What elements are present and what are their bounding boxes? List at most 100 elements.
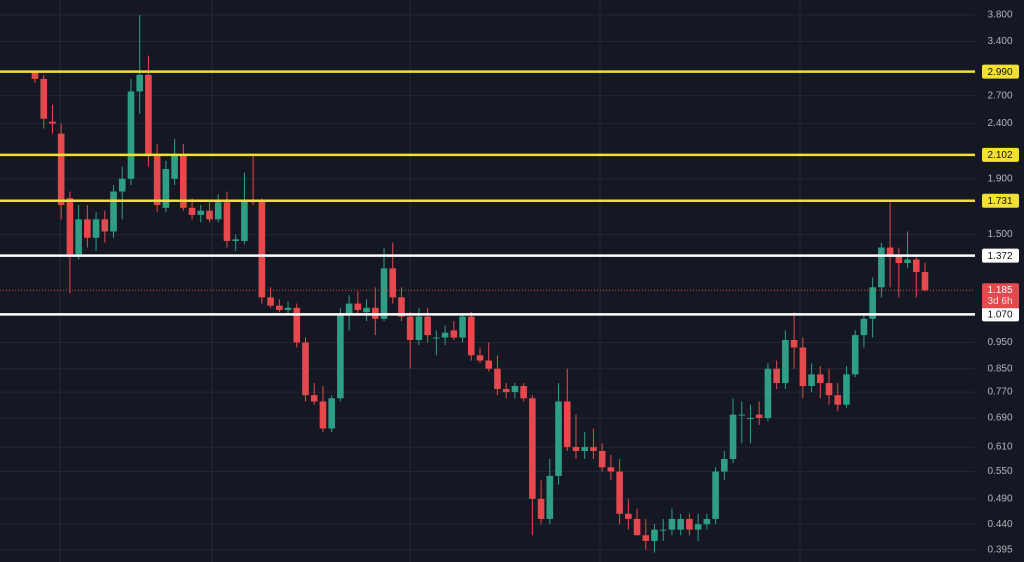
candle-body (694, 524, 702, 530)
candle-body (869, 287, 876, 319)
candle-body (843, 374, 850, 405)
candle-body (345, 303, 353, 315)
candle-body (834, 395, 842, 405)
candle-body (816, 374, 824, 384)
candle-body (406, 316, 414, 340)
candle-body (206, 210, 213, 220)
candle-body (729, 414, 737, 460)
candle-body (180, 155, 187, 208)
candle-body (764, 368, 772, 418)
candle-body (214, 202, 222, 220)
candle-body (555, 401, 562, 476)
candle-body (75, 219, 82, 255)
candle-body (668, 518, 676, 530)
y-tick-label: 0.770 (987, 387, 1012, 398)
y-tick-label: 1.500 (987, 229, 1012, 240)
candle-body (110, 191, 117, 232)
candle-body (773, 368, 780, 384)
candle-body (232, 239, 239, 241)
candle-body (755, 414, 763, 418)
candle-body (284, 307, 292, 310)
y-tick-label: 0.395 (987, 544, 1012, 555)
candle-body (860, 318, 868, 336)
candle-body (686, 518, 693, 530)
candle-body (895, 255, 903, 263)
y-tick-label: 0.850 (987, 363, 1012, 374)
candle-body (494, 368, 501, 390)
y-tick-label: 1.900 (987, 173, 1012, 184)
candle-body (799, 347, 807, 387)
candle-body (127, 91, 135, 179)
candle-body (267, 297, 274, 306)
candle-body (520, 386, 527, 399)
candle-body (511, 386, 519, 393)
candle-body (302, 342, 309, 396)
countdown-label: 3d 6h (987, 296, 1012, 307)
candle-body (162, 169, 170, 208)
candle-body (529, 398, 536, 499)
candle-body (546, 475, 554, 519)
candle-body (808, 374, 815, 387)
candle-body (616, 471, 623, 514)
candle-body (450, 330, 458, 338)
candle-body (572, 447, 580, 451)
candle-body (607, 467, 615, 472)
candle-body (310, 395, 318, 402)
candle-body (223, 202, 231, 241)
candle-body (703, 518, 711, 525)
candle-body (92, 219, 100, 238)
candle-body (363, 307, 370, 313)
y-tick-label: 0.690 (987, 413, 1012, 424)
candle-body (118, 178, 126, 192)
candle-body (502, 389, 510, 393)
candle-body (712, 471, 719, 519)
y-tick-label: 0.490 (987, 493, 1012, 504)
y-tick-label: 3.400 (987, 36, 1012, 47)
candle-body (633, 518, 641, 536)
candle-body (57, 133, 65, 206)
candle-body (790, 339, 798, 348)
price-level-tag (982, 193, 1019, 208)
price-level-label: 2.102 (987, 150, 1012, 161)
candle-body (40, 78, 48, 119)
price-level-tag (982, 147, 1019, 162)
y-tick-label: 2.700 (987, 90, 1012, 101)
candle-body (389, 268, 397, 298)
candle-body (171, 155, 178, 179)
candle-body (433, 337, 440, 339)
candle-body (721, 459, 728, 472)
price-level-label: 1.372 (987, 251, 1012, 262)
candle-body (459, 316, 466, 338)
current-price-tag (982, 283, 1019, 309)
candle-body (878, 247, 885, 288)
candle-body (66, 198, 74, 255)
candle-body (415, 316, 423, 340)
price-level-label: 1.070 (987, 310, 1012, 321)
candle-body (398, 297, 405, 317)
candle-body (581, 447, 589, 451)
candle-body (136, 74, 144, 92)
candle-body (84, 219, 91, 238)
price-level-label: 1.731 (987, 196, 1012, 207)
candle-body (319, 401, 327, 429)
candle-body (293, 307, 301, 343)
candle-body (354, 303, 362, 310)
candle-body (145, 74, 152, 156)
candle-body (782, 339, 789, 384)
candle-body (328, 398, 335, 429)
candle-body (659, 529, 667, 531)
vertical-grid (59, 0, 801, 562)
candle-body (241, 200, 248, 241)
y-tick-label: 0.610 (987, 442, 1012, 453)
candle-body (476, 355, 484, 361)
candle-body (912, 259, 920, 273)
candle-body (851, 335, 859, 375)
y-tick-label: 0.440 (987, 519, 1012, 530)
candle-body (276, 305, 283, 310)
candle-body (441, 332, 449, 338)
candle-body (537, 498, 545, 519)
candle-body (904, 259, 911, 263)
candle-body (424, 316, 431, 336)
